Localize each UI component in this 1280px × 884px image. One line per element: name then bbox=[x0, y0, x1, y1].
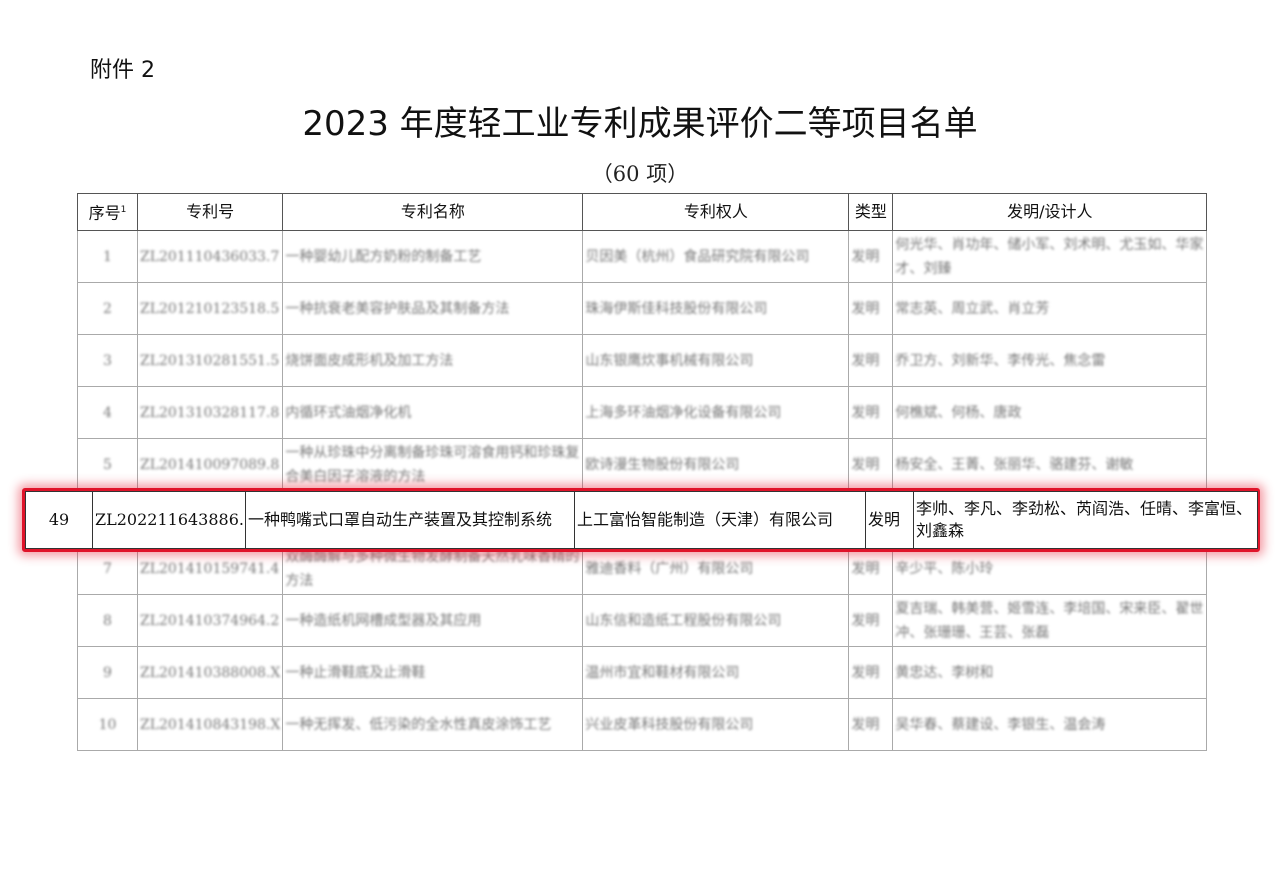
patent-owner: 兴业皮革科技股份有限公司 bbox=[582, 698, 850, 751]
inventors: 杨安全、王菁、张丽华、骆建芬、谢敏 bbox=[892, 438, 1208, 491]
patent-owner: 上工富怡智能制造（天津）有限公司 bbox=[574, 491, 866, 549]
inventors: 何光华、肖功年、储小军、刘术明、尤玉如、华家才、刘臻 bbox=[892, 230, 1208, 283]
header-owner: 专利权人 bbox=[582, 193, 850, 231]
patent-number: ZL201410843198.X bbox=[136, 698, 284, 751]
table-row: 1 ZL201110436033.7 一种婴幼儿配方奶粉的制备工艺 贝因美（杭州）食品… bbox=[77, 230, 1208, 283]
row-no: 5 bbox=[77, 438, 138, 491]
row-no: 4 bbox=[77, 386, 138, 439]
row-no: 1 bbox=[77, 230, 138, 283]
patent-owner: 山东信和造纸工程股份有限公司 bbox=[582, 594, 850, 647]
attachment-label: 附件 2 bbox=[90, 58, 155, 83]
inventors: 李帅、李凡、李劲松、芮阎浩、任晴、李富恒、刘鑫森 bbox=[913, 491, 1258, 549]
row-no: 2 bbox=[77, 282, 138, 335]
patent-number: ZL201410374964.2 bbox=[136, 594, 284, 647]
header-type: 类型 bbox=[848, 193, 894, 231]
inventors: 常志英、周立武、肖立芳 bbox=[892, 282, 1208, 335]
inventors: 吴华春、蔡建设、李银生、温会涛 bbox=[892, 698, 1208, 751]
patent-type: 发明 bbox=[848, 334, 894, 387]
patent-number: ZL202211643886.2 bbox=[92, 491, 246, 549]
table-row: 5 ZL201410097089.8 一种从珍珠中分离制备珍珠可溶食用钙和珍珠复合美… bbox=[77, 438, 1208, 491]
patent-number: ZL201410388008.X bbox=[136, 646, 284, 699]
footnote-marker: 1 bbox=[120, 205, 127, 216]
patent-number: ZL201310328117.8 bbox=[136, 386, 284, 439]
table-row: 10 ZL201410843198.X 一种无挥发、低污染的全水性真皮涂饰工艺 兴业皮… bbox=[77, 698, 1208, 751]
patent-owner: 山东银鹰炊事机械有限公司 bbox=[582, 334, 850, 387]
item-count: （60 项） bbox=[591, 162, 689, 186]
patent-number: ZL201210123518.5 bbox=[136, 282, 284, 335]
row-no: 9 bbox=[77, 646, 138, 699]
header-name: 专利名称 bbox=[282, 193, 584, 231]
inventors: 夏吉瑞、韩美营、姬雪连、李培国、宋来臣、翟世冲、张珊珊、王芸、张磊 bbox=[892, 594, 1208, 647]
patent-type: 发明 bbox=[848, 386, 894, 439]
patent-number: ZL201410097089.8 bbox=[136, 438, 284, 491]
row-no: 49 bbox=[25, 491, 93, 549]
patent-type: 发明 bbox=[848, 438, 894, 491]
table-row: 8 ZL201410374964.2 一种造纸机网槽成型器及其应用 山东信和造纸工程股… bbox=[77, 594, 1208, 647]
patent-type: 发明 bbox=[848, 230, 894, 283]
patent-name: 一种造纸机网槽成型器及其应用 bbox=[282, 594, 584, 647]
row-no: 3 bbox=[77, 334, 138, 387]
table-row: 2 ZL201210123518.5 一种抗衰老美容护肤品及其制备方法 珠海伊斯佳科技… bbox=[77, 282, 1208, 335]
patent-name: 一种婴幼儿配方奶粉的制备工艺 bbox=[282, 230, 584, 283]
table-row: 9 ZL201410388008.X 一种止滑鞋底及止滑鞋 温州市宜和鞋材有限公司 发明… bbox=[77, 646, 1208, 699]
patent-name: 一种止滑鞋底及止滑鞋 bbox=[282, 646, 584, 699]
patent-type: 发明 bbox=[865, 491, 914, 549]
patent-name: 烧饼面皮成形机及加工方法 bbox=[282, 334, 584, 387]
patent-type: 发明 bbox=[848, 594, 894, 647]
patent-type: 发明 bbox=[848, 646, 894, 699]
inventors: 乔卫方、刘新华、李传光、焦念雷 bbox=[892, 334, 1208, 387]
highlight-row: 49 ZL202211643886.2 一种鸭嘴式口罩自动生产装置及其控制系统 … bbox=[25, 491, 1258, 549]
row-no: 8 bbox=[77, 594, 138, 647]
patent-owner: 欧诗漫生物股份有限公司 bbox=[582, 438, 850, 491]
patent-name: 一种抗衰老美容护肤品及其制备方法 bbox=[282, 282, 584, 335]
patent-owner: 珠海伊斯佳科技股份有限公司 bbox=[582, 282, 850, 335]
page-title: 2023 年度轻工业专利成果评价二等项目名单 bbox=[302, 104, 978, 144]
patent-name: 一种从珍珠中分离制备珍珠可溶食用钙和珍珠复合美白因子溶液的方法 bbox=[282, 438, 584, 491]
table-row: 3 ZL201310281551.5 烧饼面皮成形机及加工方法 山东银鹰炊事机械有限公… bbox=[77, 334, 1208, 387]
patent-owner: 温州市宜和鞋材有限公司 bbox=[582, 646, 850, 699]
patent-type: 发明 bbox=[848, 282, 894, 335]
patent-owner: 上海多环油烟净化设备有限公司 bbox=[582, 386, 850, 439]
header-no-text: 序号 bbox=[88, 203, 121, 223]
patent-type: 发明 bbox=[848, 698, 894, 751]
patent-name: 一种鸭嘴式口罩自动生产装置及其控制系统 bbox=[245, 491, 575, 549]
patent-name: 内循环式油烟净化机 bbox=[282, 386, 584, 439]
header-inventors: 发明/设计人 bbox=[892, 193, 1208, 231]
patent-name: 一种无挥发、低污染的全水性真皮涂饰工艺 bbox=[282, 698, 584, 751]
patent-number: ZL201110436033.7 bbox=[136, 230, 284, 283]
highlighted-row: 49 ZL202211643886.2 一种鸭嘴式口罩自动生产装置及其控制系统 … bbox=[22, 488, 1260, 552]
patent-number: ZL201310281551.5 bbox=[136, 334, 284, 387]
patent-table: 序号1 专利号 专利名称 专利权人 类型 发明/设计人 1 ZL201110436… bbox=[77, 193, 1208, 751]
inventors: 何樵斌、何杨、唐政 bbox=[892, 386, 1208, 439]
header-no: 序号1 bbox=[77, 193, 138, 231]
table-header: 序号1 专利号 专利名称 专利权人 类型 发明/设计人 bbox=[77, 193, 1208, 231]
row-no: 10 bbox=[77, 698, 138, 751]
inventors: 黄忠达、李树和 bbox=[892, 646, 1208, 699]
header-patent-no: 专利号 bbox=[136, 193, 284, 231]
patent-owner: 贝因美（杭州）食品研究院有限公司 bbox=[582, 230, 850, 283]
table-row: 4 ZL201310328117.8 内循环式油烟净化机 上海多环油烟净化设备有限公司… bbox=[77, 386, 1208, 439]
